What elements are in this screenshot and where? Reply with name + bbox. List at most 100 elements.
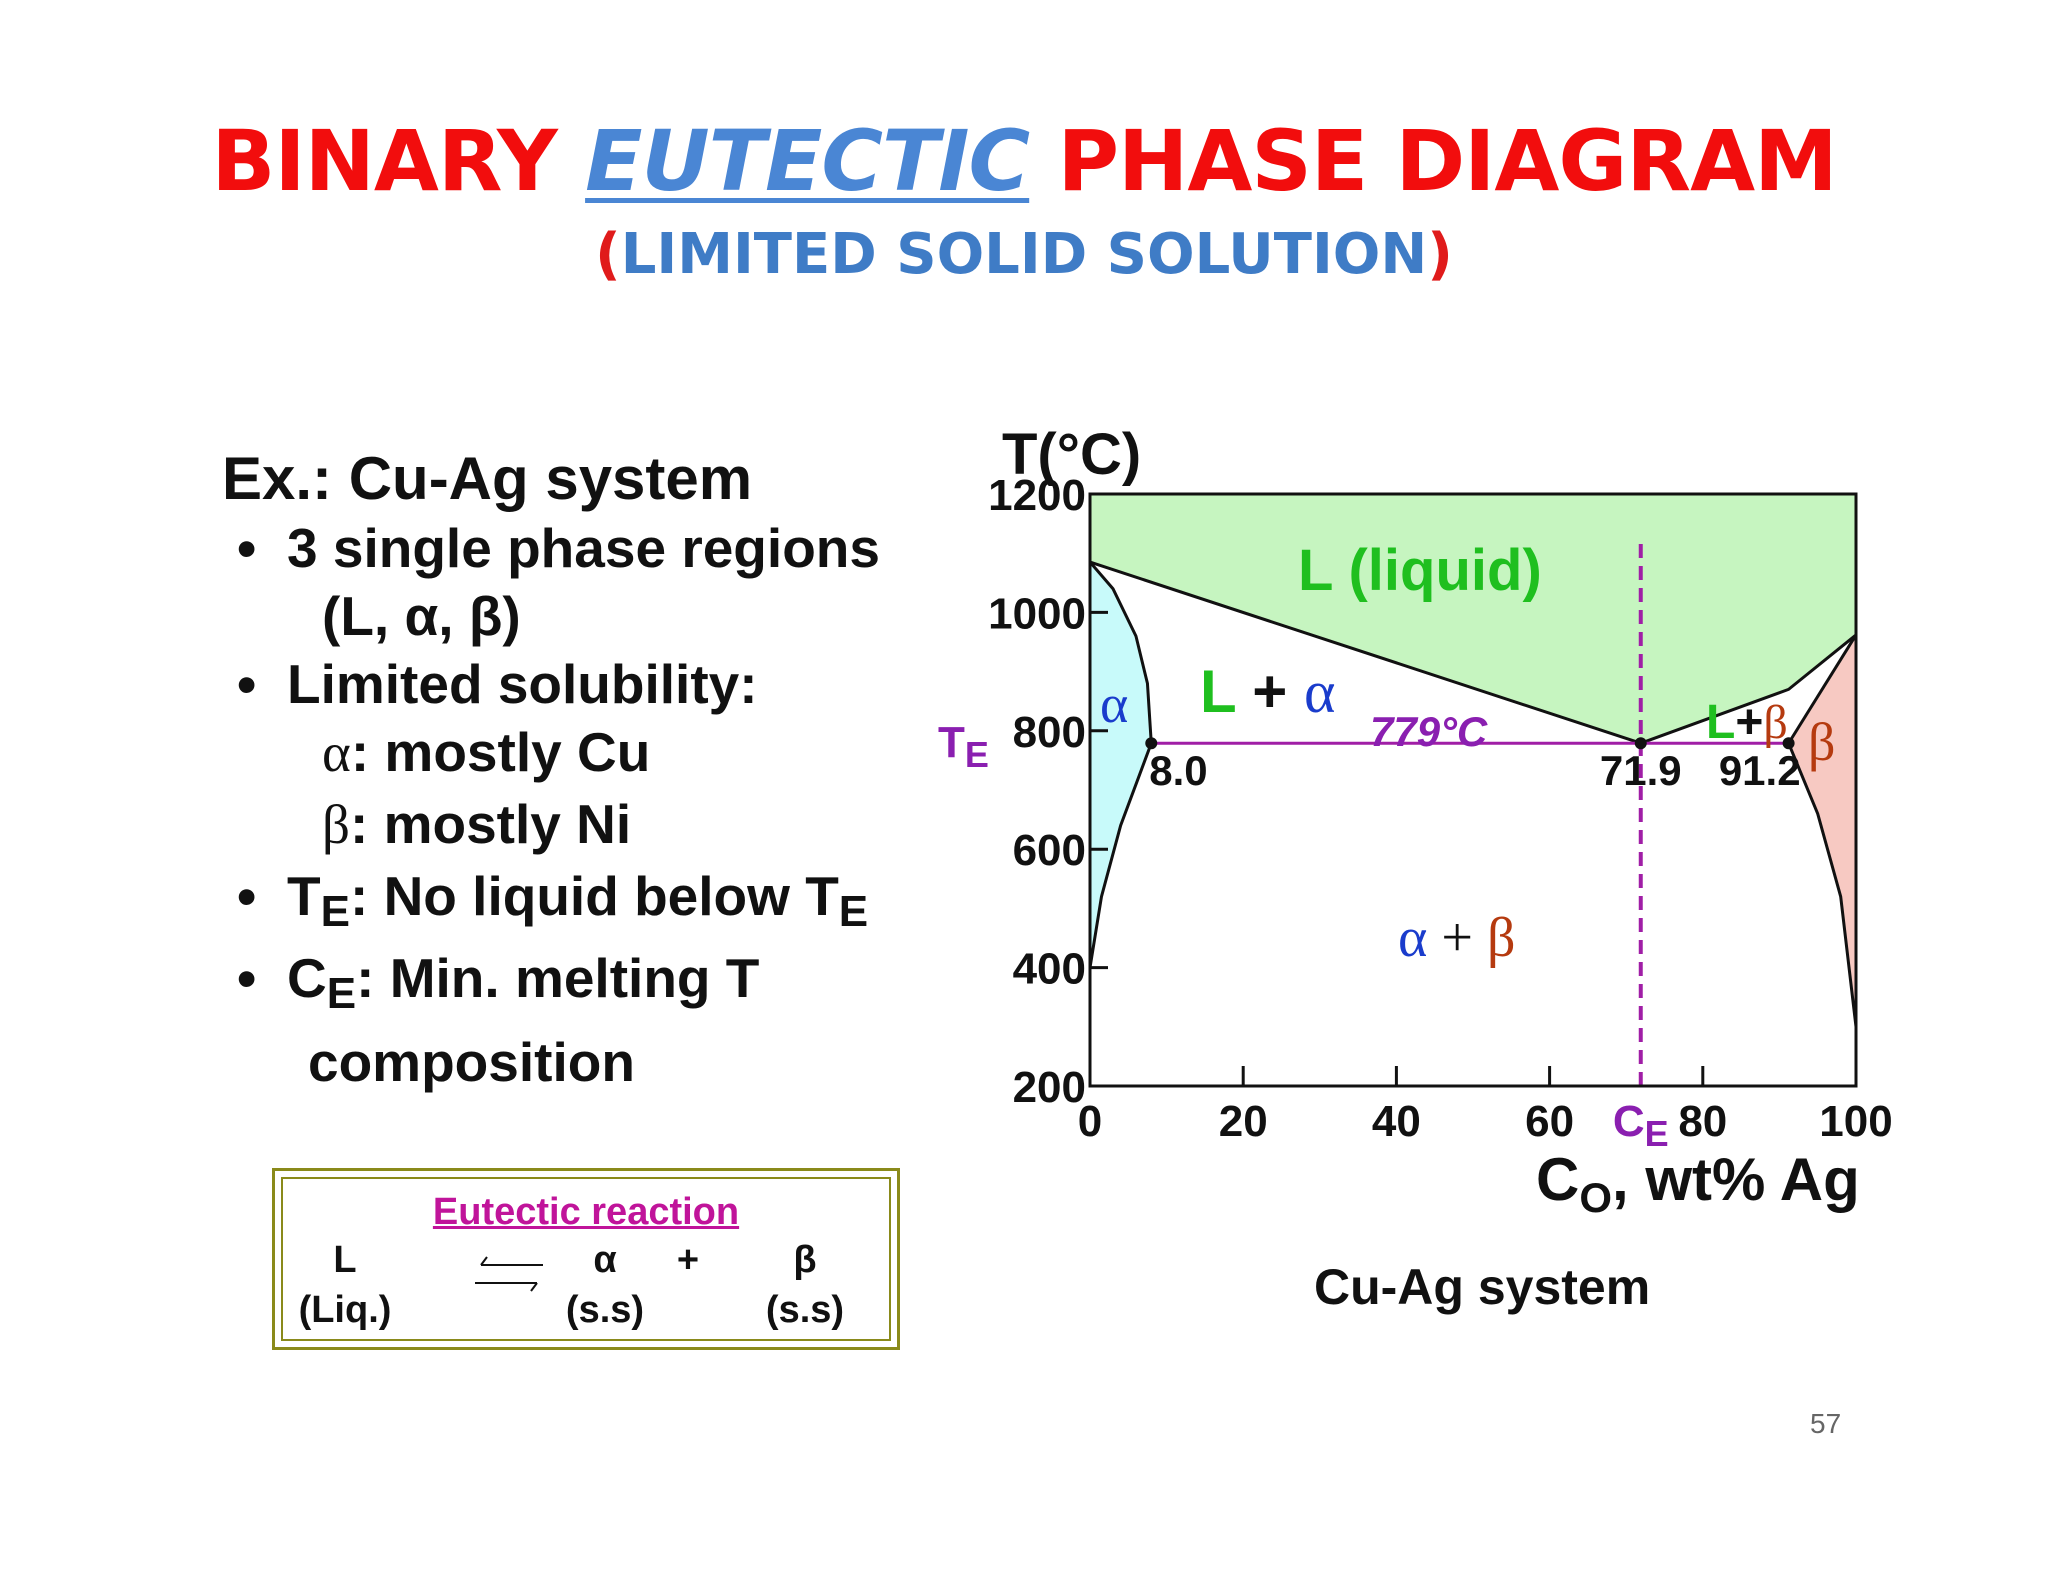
CE-axis-label-part: E [1645, 1113, 1669, 1154]
alpha-plus-beta-label-part: + [1427, 907, 1487, 969]
TE-axis-label-part: E [965, 734, 989, 775]
chart-labels: T(°C)CO, wt% AgL (liquid)α L + α L+β βα + β… [938, 422, 1860, 1221]
CE-E: E [326, 969, 357, 1018]
subtitle-close-paren: ) [1427, 222, 1453, 287]
bullet-dot: • [237, 517, 257, 579]
alpha-symbol: α [322, 722, 351, 783]
composition-label-beta: 91.2 [1719, 747, 1801, 794]
bullet-CE: • CE: Min. melting T [237, 946, 760, 1018]
x-tick-label-60: 60 [1525, 1097, 1574, 1146]
CE-text: : Min. melting T [356, 947, 760, 1009]
L-plus-beta-label-part: L [1706, 696, 1735, 749]
bullet-limited-solubility: • Limited solubility: [237, 652, 758, 716]
y-tick-label-200: 200 [1013, 1063, 1086, 1112]
bullet-dot: • [237, 653, 257, 715]
alpha-note-text: : mostly Cu [350, 721, 651, 783]
y-axis-title-part: T(°C) [1002, 422, 1141, 487]
page-title: BINARY EUTECTIC PHASE DIAGRAM [0, 112, 2048, 210]
example-heading: Ex.: Cu-Ag system [222, 445, 753, 512]
bullet-TE: • TE: No liquid below TE [237, 864, 868, 936]
L-plus-alpha-label-part: α [1304, 659, 1335, 725]
beta-note-text: : mostly Ni [349, 793, 632, 855]
alpha-region [1090, 562, 1152, 968]
beta-symbol: β [322, 794, 350, 855]
subtitle-open-paren: ( [595, 222, 621, 287]
x-axis-title-part: O [1579, 1174, 1612, 1221]
L-plus-beta-label-part: + [1735, 696, 1763, 749]
reaction-box-inner-border [281, 1177, 891, 1341]
x-axis-title-part: , wt% Ag [1612, 1146, 1860, 1213]
subtitle-text: LIMITED SOLID SOLUTION [620, 222, 1428, 287]
L-plus-alpha-label-part: L [1200, 658, 1236, 725]
bullet-text: Limited solubility: [287, 653, 758, 715]
reaction-alpha-sub: (s.s) [565, 1289, 645, 1331]
phase-regions [1090, 494, 1856, 1027]
phase-list-text: (L, α, β) [322, 585, 521, 647]
alpha-label-part: α [1100, 674, 1128, 734]
beta-note: β: mostly Ni [322, 792, 631, 856]
reaction-L: L [333, 1239, 357, 1281]
CE-C: C [287, 947, 327, 1009]
composition-label-eutectic: 71.9 [1600, 747, 1682, 794]
L-plus-alpha-label: L + α [1200, 658, 1335, 725]
y-tick-label-1200: 1200 [988, 471, 1086, 520]
eutectic-temperature-label: 779°C [1370, 708, 1488, 755]
eutectic-point-1 [1634, 737, 1647, 750]
TE-T: T [287, 865, 321, 927]
beta-region [1788, 634, 1856, 1027]
y-tick-label-400: 400 [1013, 945, 1086, 994]
solidus-alpha-line [1088, 561, 1153, 744]
composition-line: composition [308, 1031, 635, 1093]
alpha-plus-beta-label: α + β [1398, 907, 1515, 969]
alpha-plus-beta-label-part: β [1487, 907, 1516, 969]
solvus-alpha-line [1088, 742, 1153, 968]
title-phase-diagram: PHASE DIAGRAM [1029, 112, 1837, 210]
y-tick-label-600: 600 [1013, 826, 1086, 875]
reaction-title: Eutectic reaction [432, 1191, 740, 1233]
x-tick-label-80: 80 [1678, 1097, 1727, 1146]
reaction-plus: + [676, 1239, 700, 1281]
title-eutectic: EUTECTIC [585, 112, 1030, 210]
title-binary: BINARY [211, 112, 586, 210]
composition-label-eutectic-part: 71.9 [1600, 747, 1682, 794]
L-plus-alpha-label-part: + [1236, 658, 1304, 725]
eutectic-reaction-box: Eutectic reaction L (Liq.) α (s.s) + β (… [272, 1168, 900, 1350]
solvus-beta-line [1787, 742, 1858, 1027]
CE-axis-label-part: C [1613, 1097, 1645, 1146]
alpha-label: α [1100, 674, 1128, 734]
bullet-phase-list: (L, α, β) [322, 584, 521, 648]
liquid-label-part: L (liquid) [1298, 538, 1542, 603]
beta-label-part: β [1808, 712, 1835, 772]
axes: 200 400 600 800 1000 1200 0 20 40 60 80 100 [988, 471, 1893, 1146]
bullet-dot: • [237, 947, 257, 1009]
TE-text: : No liquid below T [349, 865, 839, 927]
liquid-label: L (liquid) [1298, 538, 1542, 603]
TE-axis-label-part: T [938, 718, 965, 767]
x-tick-label-0: 0 [1078, 1097, 1102, 1146]
x-tick-label-40: 40 [1372, 1097, 1421, 1146]
L-plus-beta-label: L+β [1706, 696, 1788, 749]
chart-caption: Cu-Ag system [1314, 1259, 1651, 1315]
y-tick-label-1000: 1000 [988, 589, 1086, 638]
page-number: 57 [1810, 1408, 1842, 1439]
composition-label-alpha-part: 8.0 [1149, 747, 1207, 794]
phase-boundaries [1088, 544, 1858, 1086]
y-axis-title: T(°C) [1002, 422, 1141, 487]
L-plus-beta-label-part: β [1763, 696, 1787, 749]
TE-E2: E [838, 887, 869, 936]
plot-frame [1088, 492, 1858, 1088]
equilibrium-arrows-icon [475, 1256, 543, 1292]
x-axis-title: CO, wt% Ag [1536, 1146, 1860, 1221]
alpha-note: α: mostly Cu [322, 720, 650, 784]
composition-label-alpha: 8.0 [1149, 747, 1207, 794]
reaction-alpha: α [593, 1239, 617, 1281]
bullet-text: 3 single phase regions [287, 517, 880, 579]
eutectic-point-2 [1782, 737, 1795, 750]
eutectic-point-0 [1145, 737, 1158, 750]
TE-axis-label: TE [938, 718, 989, 775]
bullet-dot: • [237, 865, 257, 927]
reaction-L-sub: (Liq.) [298, 1289, 392, 1331]
page-subtitle: (LIMITED SOLID SOLUTION) [0, 222, 2048, 287]
x-tick-label-100: 100 [1819, 1097, 1892, 1146]
liquidus-left-line [1089, 560, 1642, 745]
